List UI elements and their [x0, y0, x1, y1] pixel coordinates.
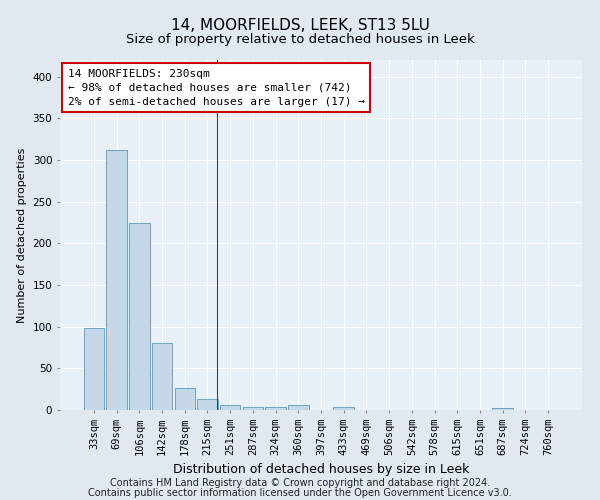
Bar	[220, 405, 241, 410]
Bar	[84, 328, 104, 410]
Text: 14 MOORFIELDS: 230sqm
← 98% of detached houses are smaller (742)
2% of semi-deta: 14 MOORFIELDS: 230sqm ← 98% of detached …	[68, 69, 365, 107]
Bar	[334, 406, 354, 410]
Bar	[265, 406, 286, 410]
Bar	[242, 406, 263, 410]
Bar	[106, 150, 127, 410]
Bar	[175, 388, 195, 410]
Text: Contains public sector information licensed under the Open Government Licence v3: Contains public sector information licen…	[88, 488, 512, 498]
Bar	[493, 408, 513, 410]
Text: Contains HM Land Registry data © Crown copyright and database right 2024.: Contains HM Land Registry data © Crown c…	[110, 478, 490, 488]
Bar	[129, 224, 149, 410]
Bar	[197, 399, 218, 410]
Bar	[152, 344, 172, 410]
Text: Size of property relative to detached houses in Leek: Size of property relative to detached ho…	[125, 32, 475, 46]
X-axis label: Distribution of detached houses by size in Leek: Distribution of detached houses by size …	[173, 464, 469, 476]
Text: 14, MOORFIELDS, LEEK, ST13 5LU: 14, MOORFIELDS, LEEK, ST13 5LU	[170, 18, 430, 32]
Bar	[288, 405, 308, 410]
Y-axis label: Number of detached properties: Number of detached properties	[17, 148, 27, 322]
